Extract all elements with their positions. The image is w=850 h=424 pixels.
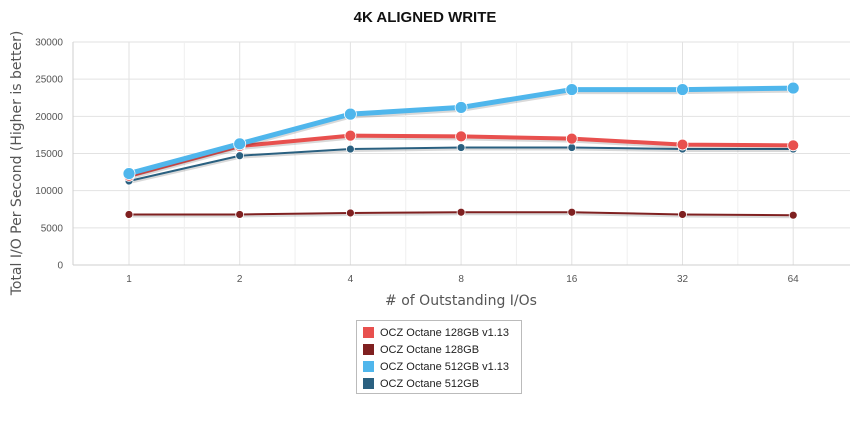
grid-lines: [73, 41, 850, 266]
y-tick-label: 25000: [35, 75, 63, 86]
series-1: [124, 207, 798, 220]
data-point: [676, 138, 689, 151]
data-point: [343, 107, 357, 121]
data-point: [787, 139, 800, 152]
series-layer: [122, 81, 800, 220]
x-tick-label: 64: [788, 274, 800, 285]
y-tick-label: 0: [57, 261, 63, 272]
legend-swatch: [363, 327, 374, 338]
legend-item: OCZ Octane 128GB v1.13: [363, 324, 515, 341]
y-axis-label: Total I/O Per Second (Higher is better): [9, 31, 25, 297]
data-point: [456, 143, 466, 152]
y-tick-label: 15000: [35, 149, 63, 160]
data-point: [567, 207, 577, 217]
series-2: [122, 81, 800, 180]
x-axis-label: # of Outstanding I/Os: [385, 293, 537, 309]
x-tick-label: 8: [458, 274, 464, 285]
data-point: [455, 130, 468, 143]
data-point: [454, 101, 468, 114]
legend-label: OCZ Octane 512GB v1.13: [380, 360, 510, 373]
data-point: [345, 144, 355, 154]
legend-item: OCZ Octane 128GB: [363, 341, 515, 358]
data-point: [676, 83, 689, 96]
data-point: [235, 151, 245, 161]
data-point: [122, 167, 136, 180]
data-point: [565, 132, 578, 145]
data-point: [786, 81, 800, 95]
data-point: [235, 210, 245, 219]
legend-label: OCZ Octane 128GB v1.13: [380, 326, 510, 339]
x-tick-label: 2: [237, 274, 243, 285]
legend-label: OCZ Octane 128GB: [380, 343, 480, 356]
legend-item: OCZ Octane 512GB: [363, 375, 515, 392]
legend-item: OCZ Octane 512GB v1.13: [363, 358, 515, 375]
legend-swatch: [363, 344, 374, 355]
data-point: [233, 137, 247, 151]
legend-swatch: [363, 361, 374, 372]
data-point: [567, 143, 577, 152]
x-tick-label: 32: [677, 274, 689, 285]
x-tick-label: 4: [348, 274, 354, 285]
y-tick-label: 5000: [41, 223, 64, 234]
legend-label: OCZ Octane 512GB: [380, 377, 480, 390]
y-tick-label: 30000: [35, 38, 63, 49]
data-point: [788, 210, 798, 220]
axes: 0 5000 10000 15000 20000 25000 30000 1 2 4 8 16 32 64: [35, 38, 850, 285]
data-point: [124, 210, 134, 219]
legend: OCZ Octane 128GB v1.13 OCZ Octane 128GB OC…: [356, 320, 522, 394]
data-point: [345, 208, 355, 218]
data-point: [565, 83, 579, 96]
y-tick-label: 20000: [35, 112, 63, 123]
legend-swatch: [363, 378, 374, 389]
x-tick-label: 1: [126, 274, 132, 285]
chart-title: 4K ALIGNED WRITE: [353, 9, 497, 26]
y-tick-label: 10000: [35, 186, 63, 197]
data-point: [678, 210, 687, 219]
data-point: [344, 129, 357, 142]
x-tick-label: 16: [566, 274, 578, 285]
data-point: [456, 207, 466, 217]
